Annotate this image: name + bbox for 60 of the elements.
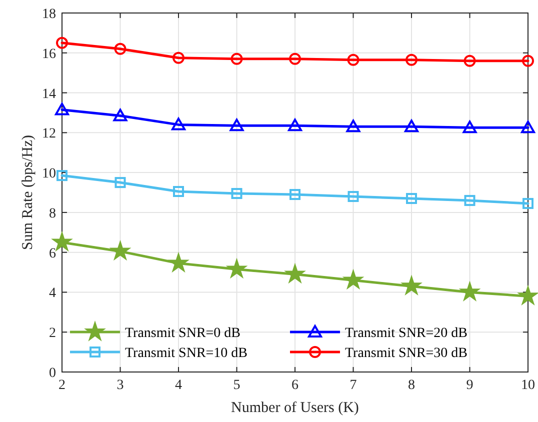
point — [462, 120, 477, 134]
point — [343, 270, 364, 289]
point — [231, 188, 242, 199]
y-tick-label: 18 — [42, 7, 56, 22]
x-tick-label: 9 — [466, 378, 474, 393]
y-tick-label: 0 — [49, 366, 56, 381]
point — [55, 102, 69, 116]
y-tick-label: 10 — [42, 166, 56, 182]
point — [346, 120, 360, 132]
y-tick-label: 8 — [49, 206, 56, 222]
point — [56, 170, 68, 182]
point — [114, 177, 126, 188]
point — [406, 192, 417, 204]
x-axis-title: Number of Users (K) — [231, 400, 359, 416]
x-tick-label: 7 — [350, 378, 357, 393]
y-tick-label: 14 — [42, 86, 56, 102]
y-axis-title: Sum Rate (bps/Hz) — [20, 135, 36, 250]
legend-label: Transmit SNR=30 dB — [345, 346, 468, 361]
y-tick-label: 6 — [49, 246, 56, 262]
point — [230, 118, 244, 132]
point — [464, 54, 476, 67]
point — [172, 52, 184, 64]
y-tick-label: 2 — [49, 326, 56, 342]
point — [168, 252, 188, 272]
legend-label: Transmit SNR=20 dB — [345, 326, 468, 341]
point — [172, 118, 186, 130]
point — [56, 36, 68, 49]
y-tick-label: 4 — [49, 286, 56, 302]
x-tick-label: 2 — [58, 378, 66, 393]
x-tick-label: 8 — [408, 378, 415, 393]
point — [226, 258, 247, 278]
point — [110, 240, 130, 260]
point — [113, 108, 128, 122]
x-tick-label: 4 — [175, 378, 182, 393]
x-tick-label: 5 — [233, 378, 240, 393]
point — [464, 194, 476, 206]
x-tick-label: 3 — [116, 378, 124, 393]
legend-label: Transmit SNR=10 dB — [125, 346, 248, 361]
point — [402, 276, 422, 295]
point — [285, 264, 305, 283]
point — [522, 54, 534, 67]
point — [522, 198, 534, 209]
point — [347, 54, 360, 66]
point — [173, 186, 184, 198]
y-tick-label: 16 — [42, 46, 56, 62]
point — [290, 188, 300, 200]
legend-label: Transmit SNR=0 dB — [125, 326, 241, 341]
point — [288, 118, 302, 132]
point — [348, 190, 359, 202]
point — [521, 120, 535, 134]
point — [406, 54, 418, 66]
point — [114, 42, 126, 55]
point — [404, 120, 418, 132]
x-tick-label: 10 — [521, 378, 535, 393]
point — [460, 282, 480, 301]
point — [230, 52, 243, 65]
y-tick-label: 12 — [42, 126, 56, 142]
point — [289, 52, 301, 65]
point — [518, 286, 538, 305]
x-tick-label: 6 — [292, 378, 298, 393]
